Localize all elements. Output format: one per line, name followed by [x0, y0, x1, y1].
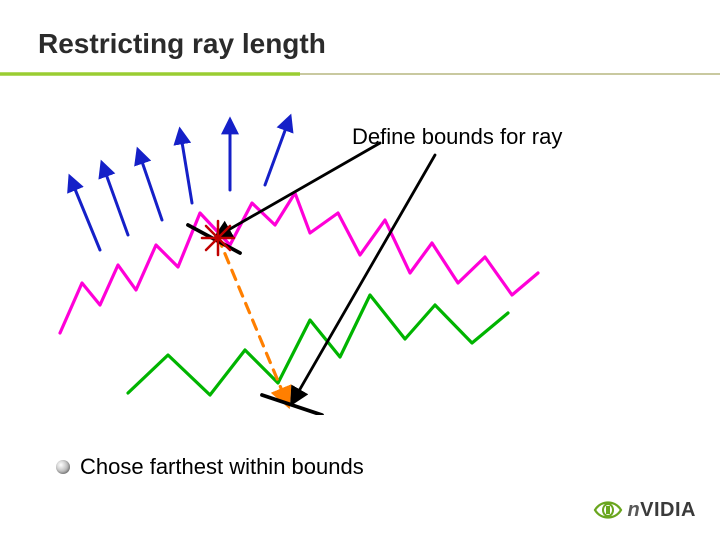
title-underline — [0, 72, 720, 76]
slide-title: Restricting ray length — [38, 28, 326, 60]
nvidia-eye-icon — [593, 498, 623, 522]
bullet-row: Chose farthest within bounds — [56, 454, 364, 480]
chose-farthest-label: Chose farthest within bounds — [80, 454, 364, 480]
sphere-bullet-icon — [56, 460, 70, 474]
nvidia-logo: nVIDIA — [593, 498, 696, 522]
logo-text: nVIDIA — [627, 499, 696, 522]
diagram — [40, 95, 600, 415]
title-text: Restricting ray length — [38, 28, 326, 59]
